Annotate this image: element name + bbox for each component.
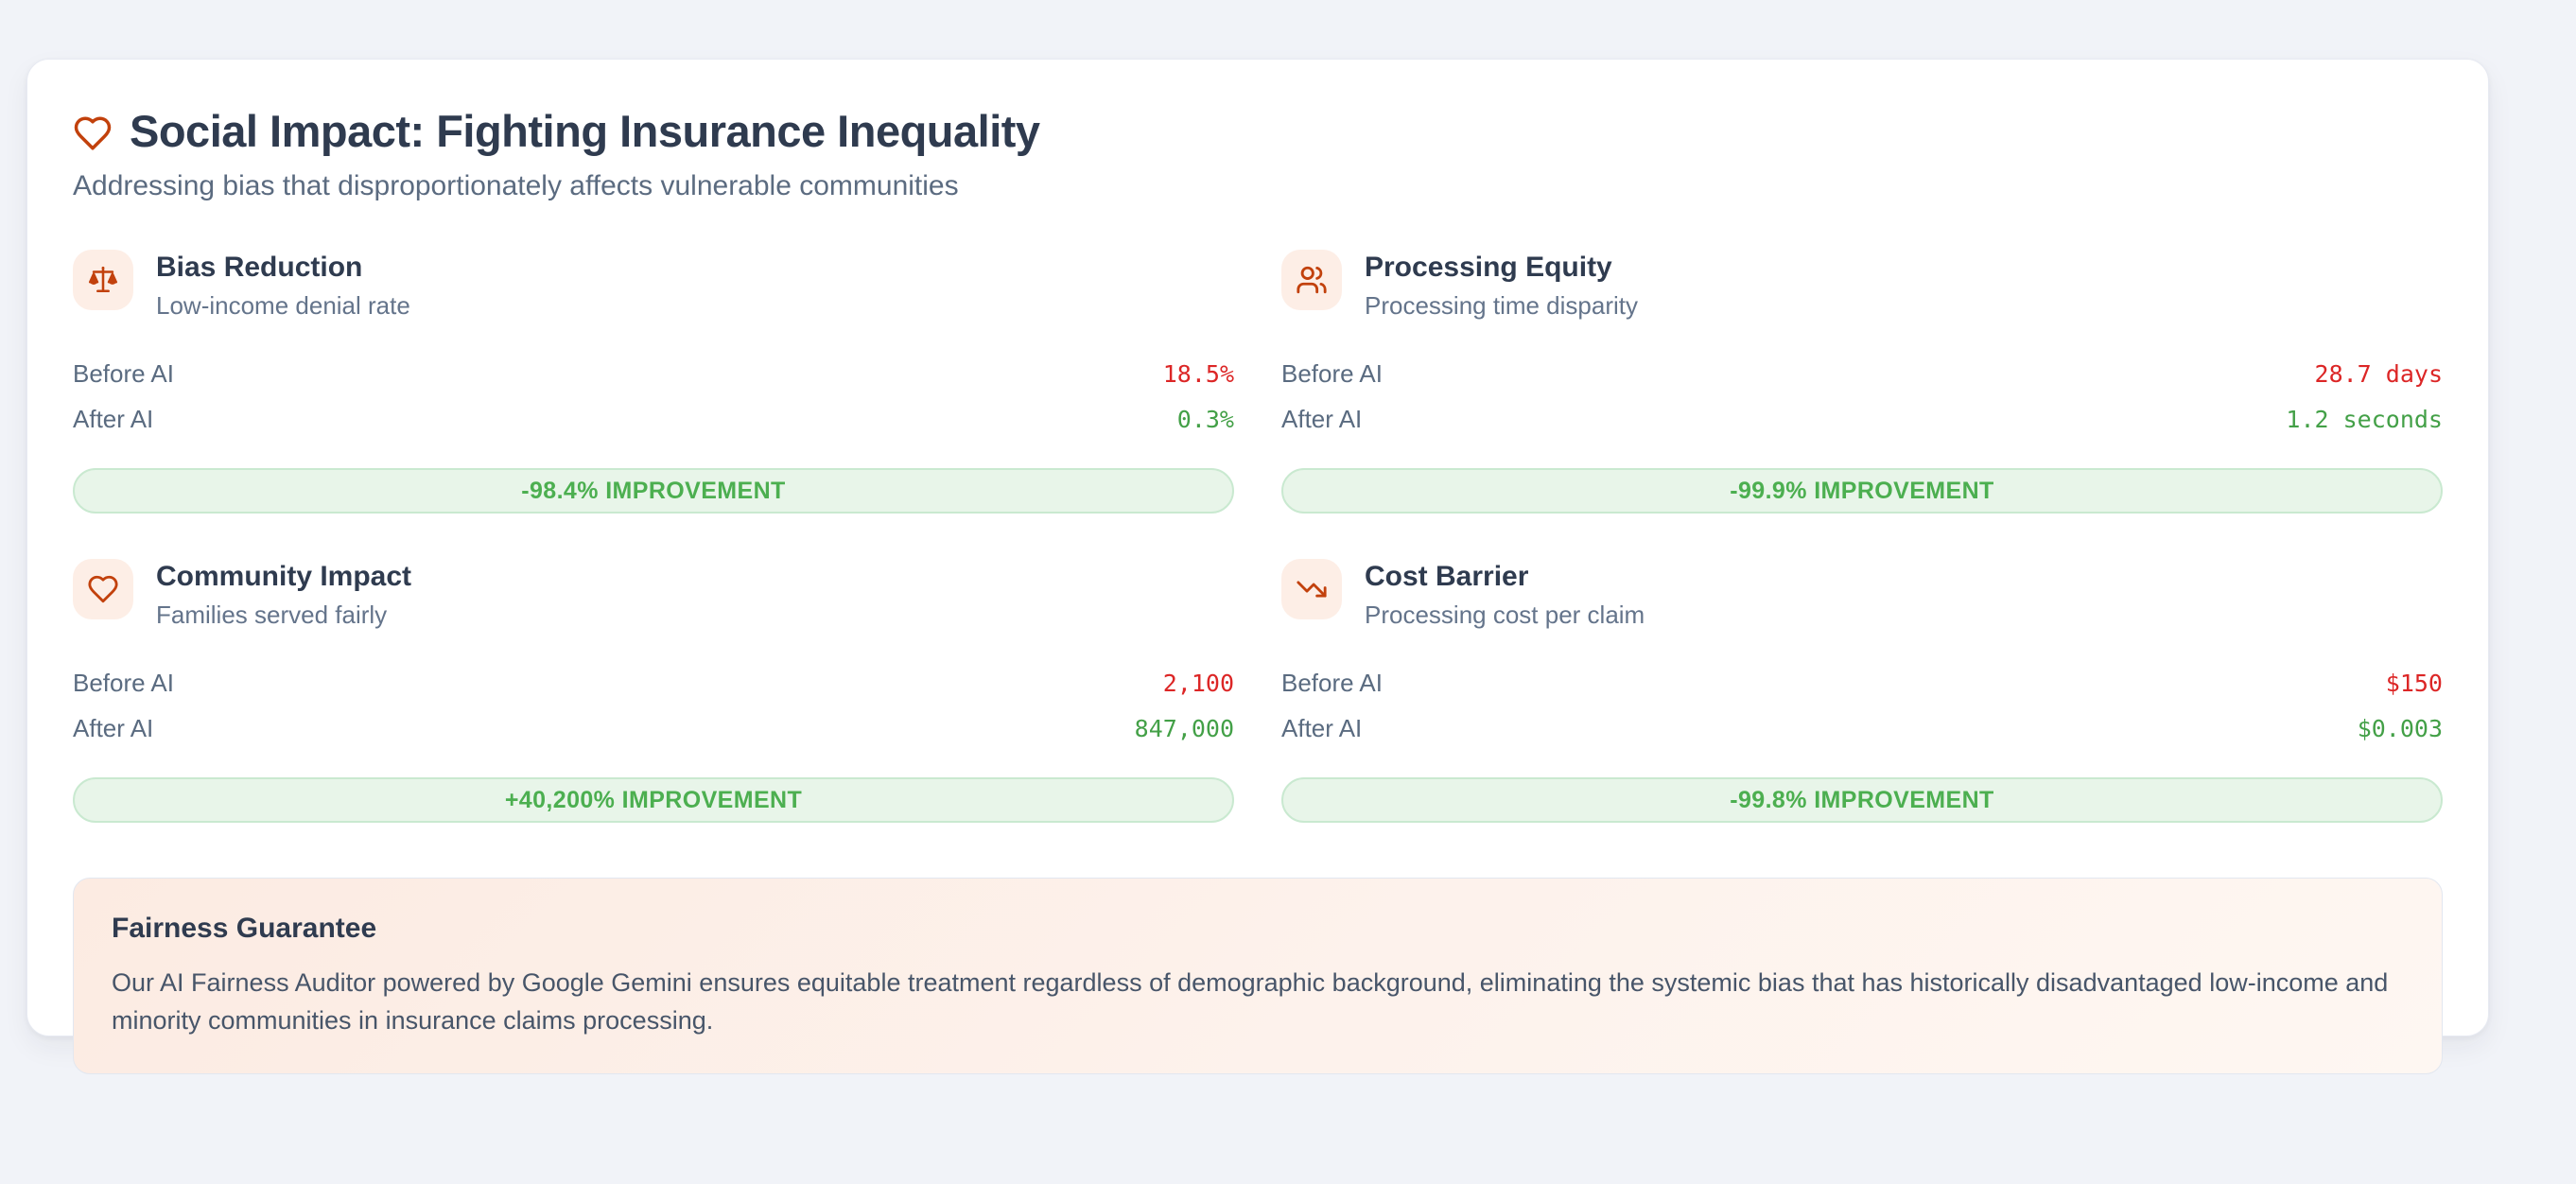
metric-subtitle: Families served fairly (156, 601, 388, 629)
metric-card-processing-equity: Processing Equity Processing time dispar… (1281, 250, 2443, 514)
after-row: After AI 1.2 seconds (1281, 396, 2443, 442)
before-row: Before AI 28.7 days (1281, 351, 2443, 396)
before-row: Before AI $150 (1281, 660, 2443, 705)
page-subtitle: Addressing bias that disproportionately … (73, 170, 959, 201)
social-impact-card: Social Impact: Fighting Insurance Inequa… (26, 59, 2489, 1074)
before-value: $150 (2385, 669, 2443, 697)
after-label: After AI (1281, 713, 1363, 742)
fairness-guarantee-panel: Fairness Guarantee Our AI Fairness Audit… (73, 878, 2443, 1074)
improvement-badge: -99.9% IMPROVEMENT (1281, 468, 2443, 514)
after-label: After AI (1281, 404, 1363, 433)
page-title: Social Impact: Fighting Insurance Inequa… (130, 106, 1040, 156)
after-label: After AI (73, 404, 154, 433)
before-value: 2,100 (1162, 669, 1234, 697)
fairness-title: Fairness Guarantee (112, 913, 377, 944)
metrics-grid: Bias Reduction Low-income denial rate Be… (73, 250, 2443, 823)
metric-card-bias-reduction: Bias Reduction Low-income denial rate Be… (73, 250, 1234, 514)
trending-down-icon (1281, 559, 1342, 619)
users-icon (1281, 250, 1342, 310)
before-label: Before AI (73, 668, 174, 697)
after-value: 0.3% (1176, 405, 1234, 433)
before-row: Before AI 2,100 (73, 660, 1234, 705)
before-label: Before AI (1281, 668, 1383, 697)
fairness-body: Our AI Fairness Auditor powered by Googl… (112, 968, 2389, 1035)
metric-title: Cost Barrier (1365, 561, 1529, 592)
metric-subtitle: Processing cost per claim (1365, 601, 1645, 629)
before-value: 28.7 days (2314, 359, 2443, 388)
before-label: Before AI (1281, 358, 1383, 388)
scale-icon (73, 250, 133, 310)
improvement-badge: -99.8% IMPROVEMENT (1281, 777, 2443, 823)
heart-icon (74, 116, 112, 149)
metric-subtitle: Processing time disparity (1365, 291, 1638, 320)
after-value: $0.003 (2357, 714, 2443, 742)
after-label: After AI (73, 713, 154, 742)
after-value: 847,000 (1134, 714, 1234, 742)
before-row: Before AI 18.5% (73, 351, 1234, 396)
page-header: Social Impact: Fighting Insurance Inequa… (73, 105, 2443, 157)
metric-card-community-impact: Community Impact Families served fairly … (73, 559, 1234, 823)
before-label: Before AI (73, 358, 174, 388)
after-row: After AI $0.003 (1281, 705, 2443, 751)
metric-card-cost-barrier: Cost Barrier Processing cost per claim B… (1281, 559, 2443, 823)
metric-title: Processing Equity (1365, 252, 1612, 283)
after-row: After AI 0.3% (73, 396, 1234, 442)
metric-title: Community Impact (156, 561, 412, 592)
after-value: 1.2 seconds (2286, 405, 2443, 433)
before-value: 18.5% (1162, 359, 1234, 388)
metric-subtitle: Low-income denial rate (156, 291, 410, 320)
heart-icon (73, 559, 133, 619)
after-row: After AI 847,000 (73, 705, 1234, 751)
improvement-badge: -98.4% IMPROVEMENT (73, 468, 1234, 514)
metric-title: Bias Reduction (156, 252, 363, 283)
improvement-badge: +40,200% IMPROVEMENT (73, 777, 1234, 823)
